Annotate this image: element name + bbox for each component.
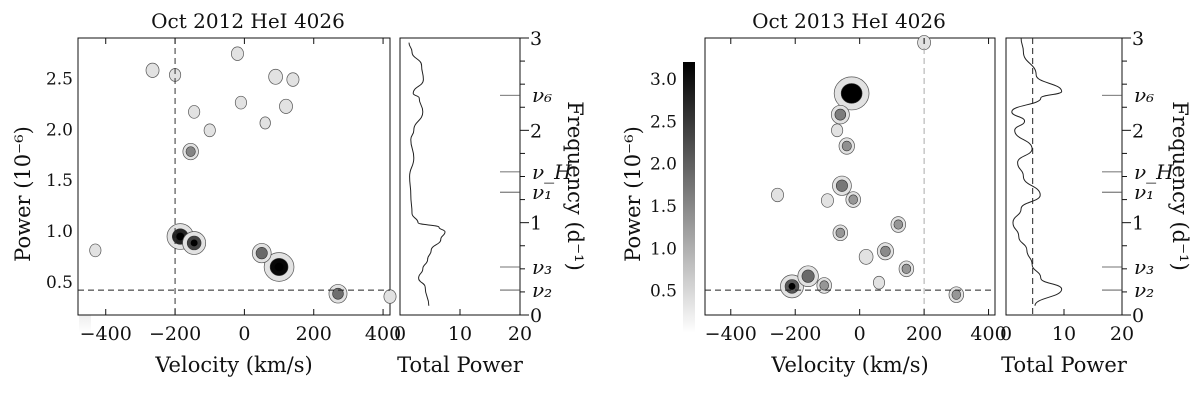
x-tick-label: −400	[80, 323, 132, 345]
power-contour	[831, 123, 844, 138]
power-contour-peak	[176, 232, 185, 241]
colorbar-tick-label: 1.5	[46, 171, 73, 191]
power-contour-core	[819, 280, 829, 291]
power-contour-peak	[274, 262, 284, 272]
periodogram-frame	[77, 37, 391, 316]
x-tick-label: 0	[854, 323, 866, 345]
colorbar-tick-label: 0.5	[650, 282, 677, 302]
panel-2: Oct 2013 HeI 4026 0.5 1.0 1.5 2.0 2.5 3.0 Power…	[621, 9, 1192, 377]
power-contour	[268, 68, 283, 85]
power-contour-core	[332, 287, 344, 300]
colorbar-tick-label: 2.5	[46, 69, 73, 89]
colorbar-tick-label: 1.0	[46, 222, 73, 242]
freq-tick-label: 0	[1132, 305, 1144, 327]
freq-tick-label: 0	[530, 305, 542, 327]
frequency-axis-label: Frequency (d⁻¹)	[563, 101, 587, 271]
power-contour-core	[834, 108, 847, 121]
power-contour	[872, 275, 886, 290]
power-contour-peak	[788, 282, 796, 290]
total-power-frame	[1005, 37, 1123, 316]
power-contour-core	[901, 263, 912, 274]
freq-marker-label: ν₁	[532, 180, 552, 204]
x-tick-label: 0	[238, 323, 250, 345]
power-contour	[188, 105, 201, 119]
power-contour	[203, 123, 216, 138]
total-power-curve	[408, 42, 446, 306]
x-tick-label: −400	[705, 323, 757, 345]
freq-marker-label: ν_H	[532, 160, 572, 184]
power-contour	[231, 46, 244, 61]
freq-tick-label: 3	[530, 28, 542, 50]
power-contour-core	[835, 179, 848, 192]
freq-tick-label: 3	[1132, 28, 1144, 50]
tp-x-tick-label: 20	[1110, 323, 1134, 345]
chart-title: Oct 2013 HeI 4026	[752, 9, 946, 33]
power-contour	[145, 62, 160, 78]
power-contour-peak	[846, 88, 857, 99]
power-contour-core	[801, 269, 815, 283]
x-axis-label: Velocity (km/s)	[770, 353, 928, 377]
freq-tick-label: 2	[1132, 120, 1144, 142]
tp-x-tick-label: 10	[448, 323, 472, 345]
power-contour	[820, 193, 834, 208]
power-contour	[234, 95, 247, 110]
freq-marker-label: ν₃	[532, 255, 552, 279]
x-tick-label: −200	[149, 323, 201, 345]
colorbar-tick-label: 2.0	[46, 120, 73, 140]
power-axis-label: Power (10⁻⁶)	[621, 126, 645, 262]
power-contour-core	[848, 194, 858, 205]
freq-tick-label: 1	[1132, 213, 1144, 235]
colorbar-tick-label: 2.0	[650, 155, 677, 175]
panel-1: Oct 2012 HeI 4026 0.5 1.0 1.5 2.0 2.5 Power (1…	[11, 9, 587, 377]
power-contour-core	[185, 146, 196, 157]
total-power-curve	[1011, 37, 1063, 306]
power-axis-label: Power (10⁻⁶)	[11, 126, 35, 262]
power-contour	[771, 187, 784, 203]
frequency-axis-label: Frequency (d⁻¹)	[1168, 101, 1192, 271]
power-contour-core	[951, 289, 962, 300]
colorbar-tick-label: 1.0	[650, 239, 677, 259]
power-contour-core	[835, 227, 846, 238]
colorbar-tick-label: 0.5	[46, 273, 73, 293]
power-contour-core	[880, 245, 891, 257]
tp-x-tick-label: 0	[394, 323, 406, 345]
freq-marker-label: ν_H	[1134, 160, 1174, 184]
tp-x-axis-label: Total Power	[397, 353, 524, 377]
x-tick-label: −200	[769, 323, 821, 345]
freq-marker-label: ν₆	[1134, 83, 1154, 107]
x-tick-label: 200	[906, 323, 942, 345]
tp-x-tick-label: 20	[508, 323, 532, 345]
power-contour	[279, 98, 293, 114]
chart-title: Oct 2012 HeI 4026	[151, 9, 345, 33]
power-contour	[383, 289, 397, 304]
colorbar-tick-label: 1.5	[650, 197, 677, 217]
colorbar-tick-label: 2.5	[650, 112, 677, 132]
freq-marker-label: ν₁	[1134, 180, 1154, 204]
power-contour-core	[841, 140, 852, 152]
x-axis-label: Velocity (km/s)	[154, 353, 312, 377]
power-contour	[286, 72, 300, 87]
colorbar-tick-label: 3.0	[650, 70, 677, 90]
power-contour-peak	[190, 239, 198, 247]
x-tick-label: 400	[970, 323, 1006, 345]
power-contour	[89, 243, 102, 258]
freq-marker-label: ν₂	[532, 278, 552, 302]
total-power-frame	[399, 37, 521, 316]
tp-x-tick-label: 0	[1000, 323, 1012, 345]
freq-tick-label: 1	[530, 213, 542, 235]
x-tick-label: 400	[365, 323, 401, 345]
x-tick-label: 200	[296, 323, 332, 345]
freq-tick-label: 2	[530, 120, 542, 142]
power-contour	[858, 248, 874, 265]
freq-marker-label: ν₂	[1134, 278, 1154, 302]
power-contour-core	[255, 247, 268, 260]
tp-x-tick-label: 10	[1052, 323, 1076, 345]
power-contour-core	[893, 219, 904, 230]
freq-marker-label: ν₆	[532, 83, 552, 107]
colorbar	[683, 62, 695, 333]
power-contour	[259, 116, 271, 130]
freq-marker-label: ν₃	[1134, 255, 1154, 279]
tp-x-axis-label: Total Power	[1001, 353, 1128, 377]
